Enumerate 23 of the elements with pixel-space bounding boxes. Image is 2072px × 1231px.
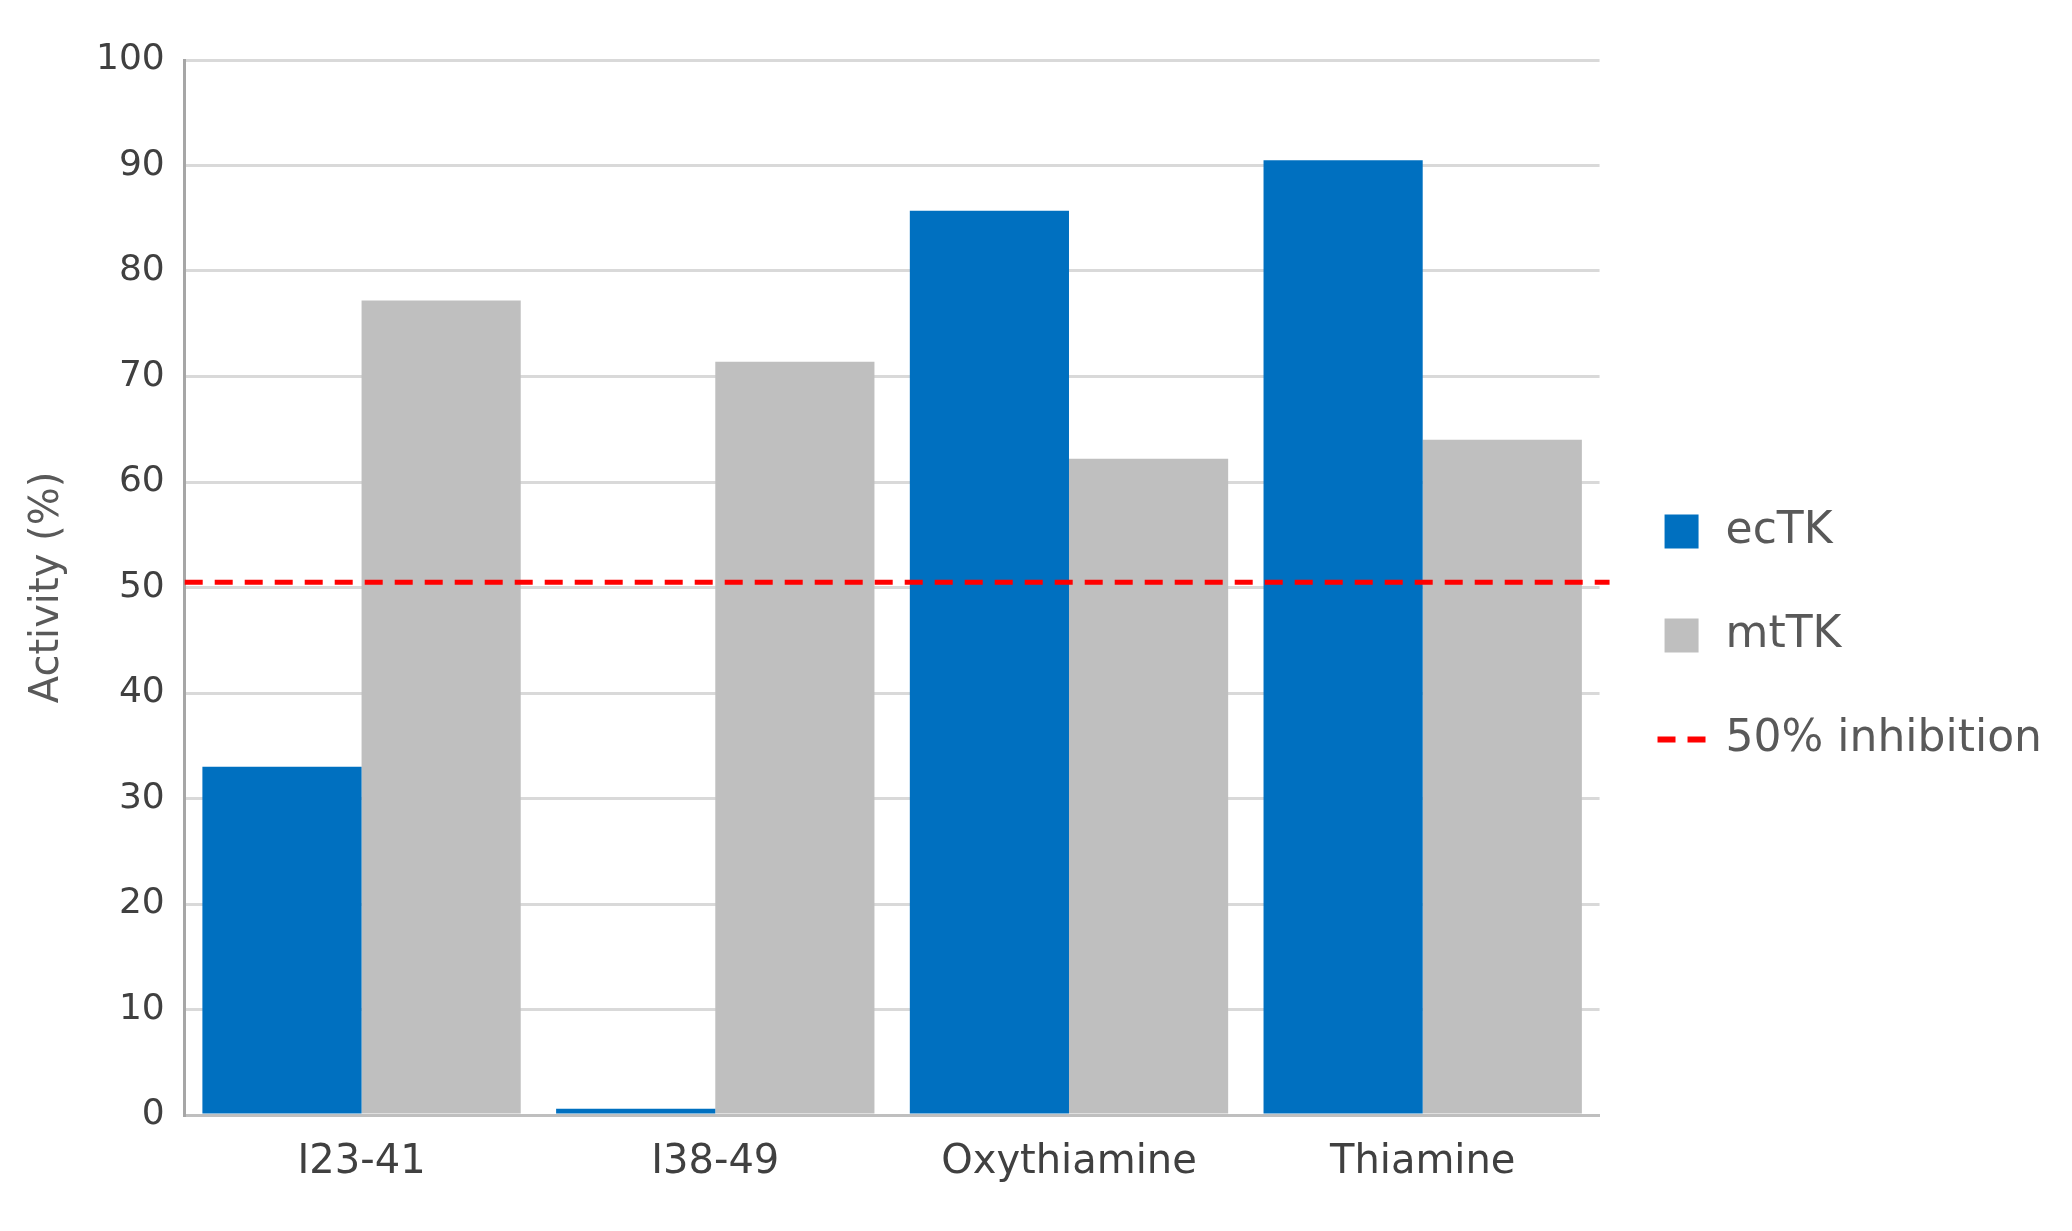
legend-label: mtTK (1725, 605, 1843, 657)
bar (1263, 160, 1423, 1114)
y-tick-label: 80 (118, 247, 165, 289)
x-tick-label: Thiamine (1328, 1136, 1516, 1183)
x-tick-label: I38-49 (651, 1136, 780, 1183)
y-tick-label: 50 (118, 563, 165, 605)
y-tick-label: 70 (118, 352, 165, 394)
y-tick-label: 100 (95, 36, 165, 78)
x-tick-label: Oxythiamine (941, 1136, 1197, 1183)
y-tick-label: 90 (118, 141, 165, 183)
y-tick-label: 40 (118, 669, 165, 711)
y-axis-title: Activity (%) (21, 471, 68, 704)
bar (556, 1108, 716, 1114)
bar (202, 766, 362, 1114)
y-tick-label: 30 (118, 774, 165, 816)
legend-label: 50% inhibition (1725, 709, 2043, 761)
x-tick-label: I23-41 (297, 1136, 426, 1183)
y-tick-label: 10 (118, 985, 165, 1027)
y-tick-label: 0 (141, 1091, 165, 1133)
legend-label: ecTK (1725, 501, 1834, 553)
bar (909, 210, 1069, 1114)
y-tick-label: 60 (118, 458, 165, 500)
y-tick-label: 20 (118, 880, 165, 922)
